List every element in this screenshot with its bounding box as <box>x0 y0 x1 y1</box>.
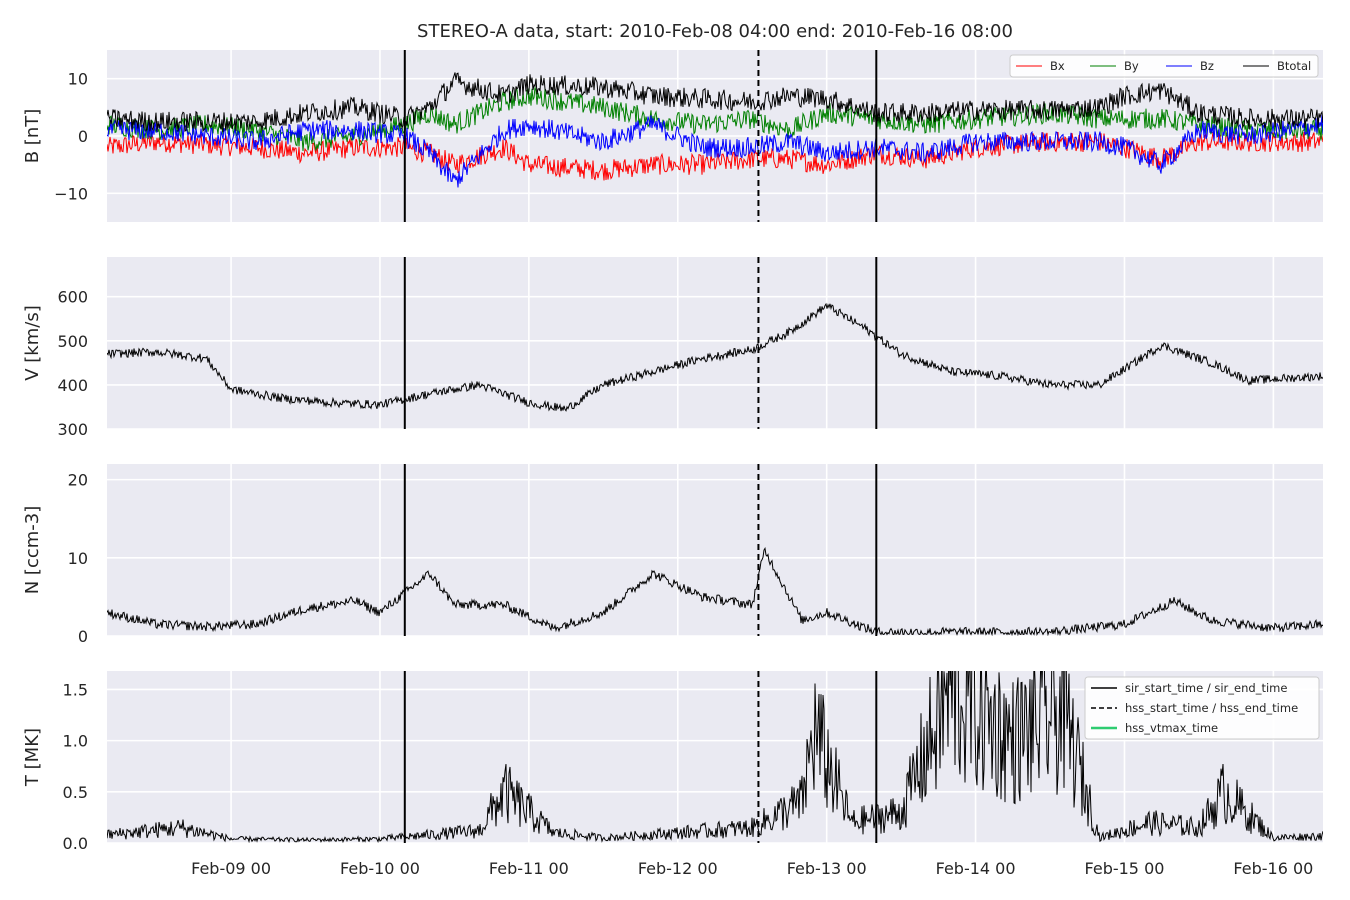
legend-label-Btotal: Btotal <box>1277 59 1311 73</box>
y-tick-label: 20 <box>68 471 88 490</box>
y-tick-label: 300 <box>57 420 88 439</box>
y-tick-label: 1.5 <box>63 680 88 699</box>
legend-box-events <box>1084 676 1320 740</box>
x-tick-label: Feb-16 00 <box>1233 859 1313 878</box>
y-tick-label: 10 <box>68 70 88 89</box>
x-tick-label: Feb-14 00 <box>936 859 1016 878</box>
legend-label-event: sir_start_time / sir_end_time <box>1125 681 1287 695</box>
chart-title: STEREO-A data, start: 2010-Feb-08 04:00 … <box>417 21 1013 42</box>
x-tick-label: Feb-13 00 <box>787 859 867 878</box>
x-tick-label: Feb-15 00 <box>1085 859 1165 878</box>
y-axis-label: V [km/s] <box>22 305 43 380</box>
series-line-T <box>107 671 1323 843</box>
y-tick-label: 1.0 <box>63 732 88 751</box>
series-line-Bz <box>107 114 1323 188</box>
series-line-V <box>107 302 1323 412</box>
y-axis-label: B [nT] <box>22 109 43 164</box>
y-axis-label: N [ccm-3] <box>22 506 43 595</box>
y-tick-label: 400 <box>57 376 88 395</box>
x-tick-label: Feb-09 00 <box>191 859 271 878</box>
panel-2-background <box>107 464 1323 636</box>
y-tick-label: 0.5 <box>63 783 88 802</box>
legend-box-b <box>1009 54 1319 78</box>
panels: −10 0 10 B [nT] Bx By Bz Btotal 300 400 500 600 V [k… <box>22 50 1323 878</box>
legend-label-event: hss_vtmax_time <box>1125 721 1218 735</box>
y-tick-label: 10 <box>68 549 88 568</box>
x-tick-label: Feb-11 00 <box>489 859 569 878</box>
y-tick-label: −10 <box>54 184 88 203</box>
y-tick-label: 500 <box>57 332 88 351</box>
panel-1-background <box>107 257 1323 429</box>
legend-label-Bz: Bz <box>1200 59 1214 73</box>
y-tick-label: 0 <box>78 127 88 146</box>
x-tick-label: Feb-12 00 <box>638 859 718 878</box>
series-line-By <box>107 87 1323 152</box>
series-line-Btotal <box>107 72 1323 133</box>
legend-label-Bx: Bx <box>1050 59 1065 73</box>
legend-label-By: By <box>1124 59 1139 73</box>
legend-label-event: hss_start_time / hss_end_time <box>1125 701 1298 715</box>
y-tick-label: 0 <box>78 627 88 646</box>
y-tick-label: 0.0 <box>63 834 88 853</box>
y-tick-label: 600 <box>57 288 88 307</box>
y-axis-label: T [MK] <box>22 728 43 787</box>
x-tick-label: Feb-10 00 <box>340 859 420 878</box>
series-line-N <box>107 546 1323 636</box>
series-line-Bx <box>107 131 1323 181</box>
